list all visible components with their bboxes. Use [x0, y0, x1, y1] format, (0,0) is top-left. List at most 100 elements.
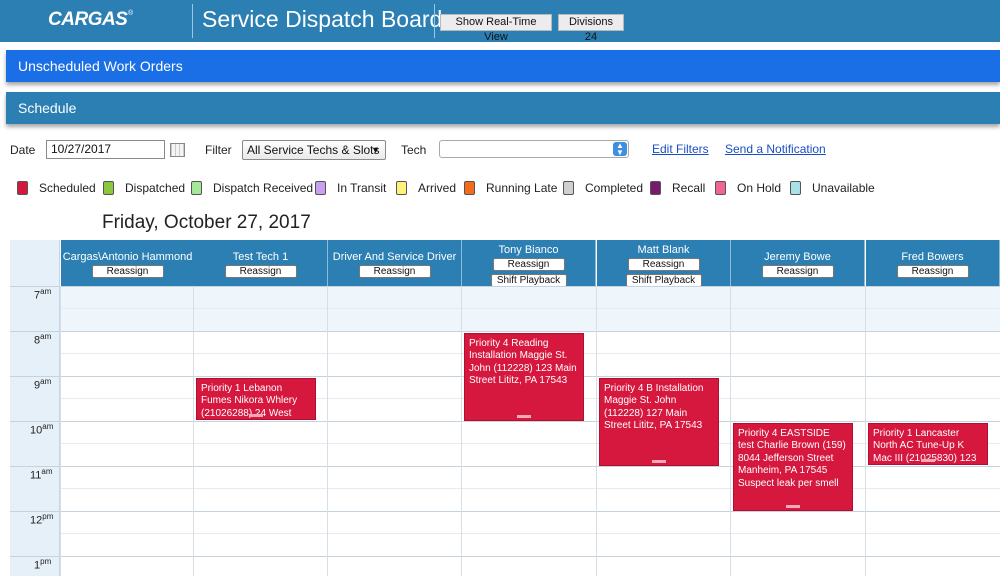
- hour-label: 7am: [34, 287, 52, 302]
- work-order-event[interactable]: Priority 1 Lancaster North AC Tune-Up K …: [868, 423, 988, 465]
- calendar-icon[interactable]: [170, 143, 185, 157]
- tech-name: Test Tech 1: [232, 251, 289, 263]
- resize-handle-icon[interactable]: [517, 415, 531, 418]
- show-realtime-view-button[interactable]: Show Real-Time View: [440, 14, 552, 43]
- reassign-button[interactable]: Reassign: [896, 265, 969, 278]
- resize-handle-icon[interactable]: [921, 459, 935, 462]
- work-order-text: Priority 4 EASTSIDE test Charlie Brown (…: [738, 428, 846, 489]
- work-order-event[interactable]: Priority 1 Lebanon Fumes Nikora Whlery (…: [196, 378, 316, 420]
- legend-swatch: [650, 181, 661, 195]
- reassign-button[interactable]: Reassign: [761, 265, 834, 278]
- work-order-text: Priority 1 Lancaster North AC Tune-Up K …: [873, 428, 977, 464]
- hour-label: 1pm: [34, 557, 52, 572]
- hour-label: 9am: [34, 377, 52, 392]
- column-line: [596, 286, 597, 576]
- tech-column-header: Fred Bowers Reassign: [866, 240, 1000, 286]
- tech-column-header: Matt Blank Reassign Shift Playback: [597, 240, 731, 287]
- tech-name: Tony Bianco: [498, 244, 559, 256]
- hour-line: [10, 556, 1000, 557]
- half-hour-line: [61, 488, 1000, 489]
- legend-swatch: [315, 181, 326, 195]
- tech-column-header: Driver And Service Driver Reassign: [328, 240, 462, 286]
- edit-filters-link[interactable]: Edit Filters: [652, 142, 709, 156]
- date-label: Date: [10, 143, 36, 157]
- time-gutter-header: [10, 240, 60, 286]
- legend-label: Running Late: [486, 181, 558, 195]
- reassign-button[interactable]: Reassign: [91, 265, 164, 278]
- half-hour-line: [61, 308, 1000, 309]
- top-header: CARGAS ® Service Dispatch Board Show Rea…: [0, 0, 1000, 43]
- tech-name: Fred Bowers: [901, 251, 964, 263]
- schedule-grid: Cargas\Antonio Hammond Reassign Test Tech …: [10, 240, 1000, 576]
- resize-handle-icon[interactable]: [786, 505, 800, 508]
- logo-trademark: ®: [128, 10, 134, 17]
- half-hour-line: [61, 533, 1000, 534]
- legend-label: Unavailable: [812, 181, 875, 195]
- hour-label: 8am: [34, 332, 52, 347]
- tech-column-header: Cargas\Antonio Hammond Reassign: [61, 240, 195, 286]
- work-order-text: Priority 1 Lebanon Fumes Nikora Whlery (…: [201, 383, 298, 419]
- header-divider: [192, 4, 193, 38]
- up-down-arrows-icon: ▲ ▼: [613, 142, 627, 157]
- column-line: [193, 286, 194, 576]
- work-order-event[interactable]: Priority 4 Reading Installation Maggie S…: [464, 333, 584, 421]
- legend-label: On Hold: [737, 181, 782, 195]
- resize-handle-icon[interactable]: [249, 414, 263, 417]
- divisions-button[interactable]: Divisions 24: [558, 14, 624, 43]
- tech-name: Matt Blank: [637, 244, 690, 256]
- legend-swatch: [715, 181, 726, 195]
- work-order-event[interactable]: Priority 4 EASTSIDE test Charlie Brown (…: [733, 423, 853, 511]
- reassign-button[interactable]: Reassign: [627, 258, 700, 271]
- work-order-text: Priority 4 B Installation Maggie St. Joh…: [604, 383, 704, 432]
- column-line: [60, 286, 61, 576]
- hour-label: 11am: [30, 467, 53, 482]
- tech-label: Tech: [401, 143, 427, 157]
- filter-label: Filter: [205, 143, 232, 157]
- tech-name: Driver And Service Driver: [332, 251, 457, 263]
- column-line: [730, 286, 731, 576]
- reassign-button[interactable]: Reassign: [224, 265, 297, 278]
- filter-select[interactable]: All Service Techs & Slots ▼: [242, 140, 386, 160]
- legend-label: Dispatch Received: [213, 181, 314, 195]
- hour-line: [10, 286, 1000, 287]
- half-hour-line: [61, 443, 1000, 444]
- legend-label: In Transit: [337, 181, 387, 195]
- unscheduled-work-orders-bar[interactable]: Unscheduled Work Orders: [6, 50, 1000, 82]
- send-notification-link[interactable]: Send a Notification: [725, 142, 826, 156]
- column-line: [327, 286, 328, 576]
- tech-column-header: Jeremy Bowe Reassign: [731, 240, 865, 286]
- legend-label: Dispatched: [125, 181, 186, 195]
- tech-select[interactable]: ▲ ▼: [439, 140, 629, 158]
- hour-line: [10, 421, 1000, 422]
- legend-swatch: [17, 181, 28, 195]
- legend-swatch: [464, 181, 475, 195]
- work-order-text: Priority 4 Reading Installation Maggie S…: [469, 338, 577, 387]
- tech-name: Cargas\Antonio Hammond: [62, 251, 193, 263]
- tech-name: Jeremy Bowe: [764, 251, 831, 263]
- legend-label: Arrived: [418, 181, 457, 195]
- hour-line: [10, 331, 1000, 332]
- day-title: Friday, October 27, 2017: [102, 212, 311, 233]
- legend-label: Recall: [672, 181, 706, 195]
- legend-swatch: [396, 181, 407, 195]
- header-divider-2: [434, 4, 435, 38]
- time-gutter: [10, 286, 60, 576]
- schedule-bar[interactable]: Schedule: [6, 92, 1000, 124]
- chevron-down-icon: ▼: [371, 145, 380, 155]
- column-line: [461, 286, 462, 576]
- hour-label: 12pm: [30, 512, 54, 527]
- app-title: Service Dispatch Board: [202, 6, 443, 32]
- column-line: [865, 286, 866, 576]
- tech-column-header: Test Tech 1 Reassign: [194, 240, 328, 286]
- legend-swatch: [563, 181, 574, 195]
- work-order-event[interactable]: Priority 4 B Installation Maggie St. Joh…: [599, 378, 719, 466]
- reassign-button[interactable]: Reassign: [492, 258, 565, 271]
- legend-swatch: [103, 181, 114, 195]
- date-input[interactable]: 10/27/2017: [46, 140, 165, 159]
- legend-swatch: [790, 181, 801, 195]
- legend-swatch: [191, 181, 202, 195]
- reassign-button[interactable]: Reassign: [358, 265, 431, 278]
- legend-label: Completed: [585, 181, 644, 195]
- resize-handle-icon[interactable]: [652, 460, 666, 463]
- tech-column-header: Tony Bianco Reassign Shift Playback: [462, 240, 596, 287]
